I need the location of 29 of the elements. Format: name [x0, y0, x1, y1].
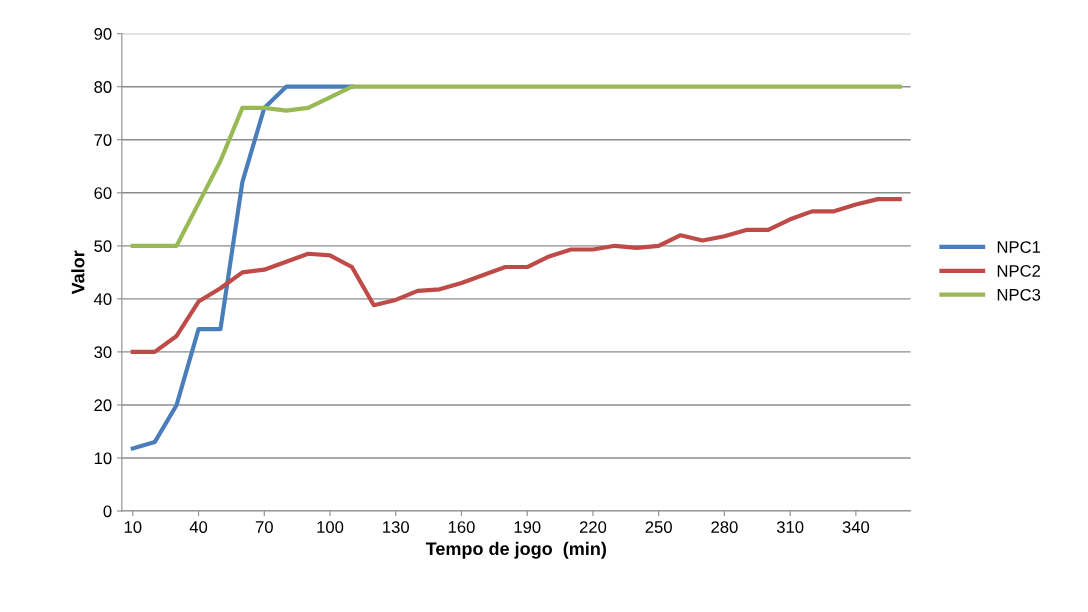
x-tick-label: 340 — [842, 521, 870, 533]
x-tick-label: 310 — [776, 521, 804, 533]
x-tick-label: 130 — [383, 521, 409, 533]
y-tick-label: 10 — [94, 452, 112, 465]
y-tick-label: 40 — [93, 293, 112, 306]
legend-label: NPC1 — [997, 241, 1041, 253]
x-axis-title: Tempo de jogo (min) — [425, 541, 606, 559]
y-tick-label: 90 — [94, 28, 112, 40]
line-series — [130, 197, 902, 354]
x-tick-label: 10 — [124, 521, 142, 533]
x-tick-label: 250 — [645, 521, 672, 533]
y-tick-label: 0 — [103, 505, 112, 518]
x-tick-label: 220 — [579, 521, 607, 533]
y-tick-label: 20 — [94, 399, 112, 412]
x-tick-label: 280 — [711, 521, 738, 533]
y-tick-label: 30 — [94, 346, 112, 359]
y-tick-label: 60 — [94, 187, 112, 199]
x-tick-label: 100 — [317, 521, 344, 533]
y-tick-label: 80 — [94, 81, 112, 93]
x-tick-label: 70 — [255, 521, 273, 533]
line-series — [130, 84, 902, 248]
y-tick-label: 70 — [94, 134, 112, 146]
x-tick-label: 190 — [514, 521, 541, 533]
y-axis-title: Valor — [71, 250, 85, 295]
x-tick-label: 160 — [448, 521, 475, 533]
legend-label: NPC3 — [997, 288, 1041, 301]
y-tick-label: 50 — [94, 240, 112, 253]
x-tick-label: 40 — [189, 521, 208, 533]
legend-label: NPC2 — [997, 265, 1041, 277]
